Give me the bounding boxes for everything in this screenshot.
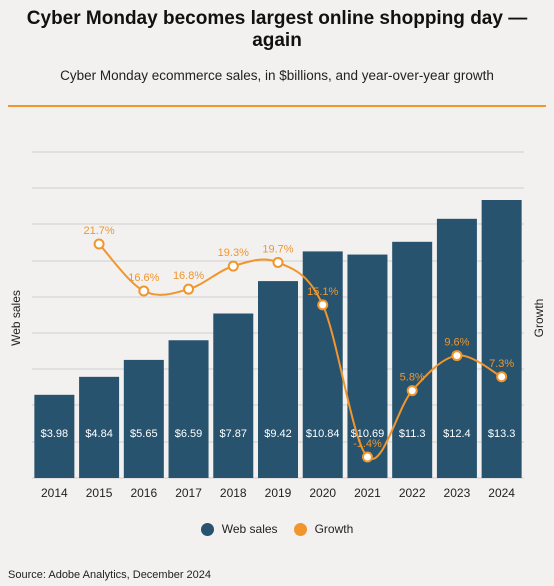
x-tick-label: 2023 bbox=[444, 486, 471, 500]
growth-data-label: 7.3% bbox=[489, 358, 514, 370]
x-tick-label: 2022 bbox=[399, 486, 426, 500]
growth-line bbox=[98, 243, 503, 461]
bar bbox=[258, 281, 298, 478]
growth-data-label: 19.7% bbox=[262, 243, 293, 255]
bar bbox=[302, 251, 343, 478]
growth-data-label: -1.4% bbox=[353, 438, 382, 450]
bar bbox=[392, 241, 433, 478]
growth-data-label: 16.8% bbox=[173, 270, 204, 282]
growth-point bbox=[361, 451, 373, 463]
x-tick-label: 2017 bbox=[175, 486, 202, 500]
chart-subtitle: Cyber Monday ecommerce sales, in $billio… bbox=[60, 68, 494, 83]
bar bbox=[481, 200, 522, 478]
bar-data-label: $6.59 bbox=[175, 428, 203, 440]
growth-data-label: 15.1% bbox=[307, 286, 338, 298]
x-tick-label: 2015 bbox=[86, 486, 113, 500]
growth-data-label: 21.7% bbox=[83, 225, 114, 237]
bar-data-label: $10.84 bbox=[306, 428, 340, 440]
chart-legend: Web sales Growth bbox=[0, 522, 554, 536]
bar bbox=[213, 313, 254, 478]
bar-data-label: $12.4 bbox=[443, 428, 471, 440]
title-divider bbox=[8, 105, 546, 107]
growth-data-label: 9.6% bbox=[444, 337, 469, 349]
x-tick-label: 2020 bbox=[309, 486, 336, 500]
y-axis-label: Web sales bbox=[9, 290, 23, 346]
bar-data-label: $13.3 bbox=[488, 428, 516, 440]
chart-title: Cyber Monday becomes largest online shop… bbox=[26, 8, 528, 51]
growth-data-label: 16.6% bbox=[128, 272, 159, 284]
x-tick-label: 2016 bbox=[130, 486, 157, 500]
bar bbox=[168, 340, 209, 478]
growth-point bbox=[317, 299, 329, 311]
bar-data-label: $11.3 bbox=[399, 428, 426, 440]
legend-swatch-web-sales bbox=[200, 522, 214, 536]
growth-point bbox=[406, 385, 418, 397]
bar-data-label: $4.84 bbox=[85, 428, 113, 440]
x-tick-label: 2018 bbox=[220, 486, 247, 500]
bar-data-label: $10.69 bbox=[351, 428, 385, 440]
growth-point bbox=[272, 256, 284, 268]
bar-data-label: $3.98 bbox=[41, 428, 69, 440]
bar bbox=[79, 376, 120, 478]
growth-point bbox=[451, 350, 463, 362]
growth-point bbox=[93, 238, 105, 250]
bar bbox=[436, 218, 477, 479]
legend-item-web-sales: Web sales bbox=[200, 522, 278, 536]
growth-data-label: 5.8% bbox=[400, 372, 425, 384]
growth-data-label: 19.3% bbox=[218, 247, 249, 259]
bar-data-label: $9.42 bbox=[264, 428, 292, 440]
legend-swatch-growth bbox=[293, 522, 307, 536]
legend-label-growth: Growth bbox=[314, 522, 354, 536]
bar bbox=[34, 394, 75, 478]
x-tick-label: 2021 bbox=[354, 486, 381, 500]
legend-label-web-sales: Web sales bbox=[221, 522, 278, 536]
x-tick-label: 2014 bbox=[41, 486, 68, 500]
bar bbox=[123, 359, 164, 478]
bar-data-label: $7.87 bbox=[220, 428, 248, 440]
growth-point bbox=[227, 260, 239, 272]
growth-point bbox=[183, 283, 195, 295]
x-tick-label: 2019 bbox=[265, 486, 292, 500]
legend-item-growth: Growth bbox=[293, 522, 354, 536]
bar bbox=[347, 254, 388, 478]
source-note: Source: Adobe Analytics, December 2024 bbox=[8, 569, 212, 581]
growth-point bbox=[496, 371, 508, 383]
bar-data-label: $5.65 bbox=[130, 428, 158, 440]
y2-axis-label: Growth bbox=[532, 299, 546, 338]
x-tick-label: 2024 bbox=[488, 486, 515, 500]
growth-point bbox=[138, 285, 150, 297]
